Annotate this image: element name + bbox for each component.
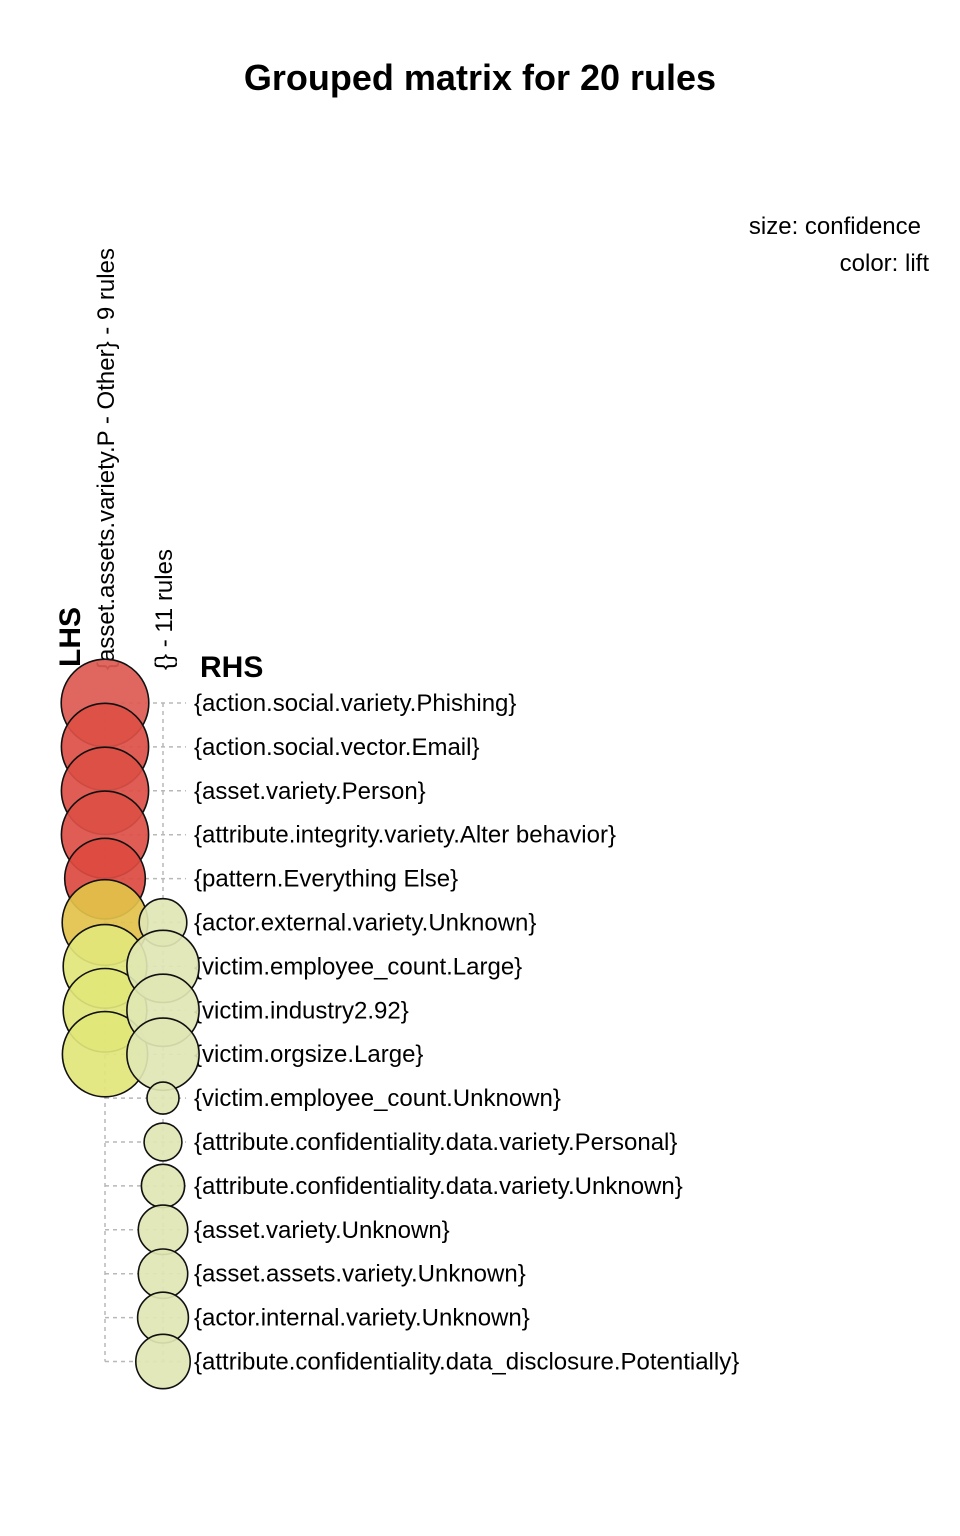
rhs-item-label-13: {asset.assets.variety.Unknown} <box>194 1261 526 1288</box>
bubble-16 <box>137 1204 189 1256</box>
chart-title: Grouped matrix for 20 rules <box>244 57 716 98</box>
rhs-axis-title: RHS <box>200 651 263 684</box>
rhs-item-label-10: {attribute.confidentiality.data.variety.… <box>194 1129 677 1156</box>
legend-size-label: size: confidence <box>749 213 921 240</box>
rhs-item-label-3: {attribute.integrity.variety.Alter behav… <box>194 822 616 849</box>
bubble-12 <box>126 1017 200 1092</box>
legend-color-label: color: lift <box>840 250 930 277</box>
rhs-item-label-4: {pattern.Everything Else} <box>194 866 458 893</box>
bubble-14 <box>143 1122 183 1162</box>
lhs-group-label-0: {asset.assets.variety.P - Other} - 9 rul… <box>93 248 120 670</box>
rhs-item-label-9: {victim.employee_count.Unknown} <box>194 1085 561 1112</box>
lhs-axis-title: LHS <box>54 607 87 667</box>
rhs-item-label-2: {asset.variety.Person} <box>194 778 426 805</box>
bubbles <box>60 658 200 1390</box>
rhs-item-label-11: {attribute.confidentiality.data.variety.… <box>194 1173 683 1200</box>
lhs-group-labels: {asset.assets.variety.P - Other} - 9 rul… <box>93 248 178 670</box>
rhs-item-label-12: {asset.variety.Unknown} <box>194 1217 450 1244</box>
rhs-item-label-14: {actor.internal.variety.Unknown} <box>194 1305 530 1332</box>
rhs-item-labels: {action.social.variety.Phishing} {action.… <box>194 690 739 1376</box>
rhs-item-label-5: {actor.external.variety.Unknown} <box>194 910 536 937</box>
rhs-item-label-8: {victim.orgsize.Large} <box>194 1041 423 1068</box>
lhs-group-label-1: {} - 11 rules <box>151 549 178 670</box>
bubble-19 <box>135 1333 192 1390</box>
rhs-item-label-0: {action.social.variety.Phishing} <box>194 690 516 717</box>
rhs-item-label-1: {action.social.vector.Email} <box>194 734 479 761</box>
bubble-15 <box>140 1163 186 1209</box>
rhs-item-label-15: {attribute.confidentiality.data_disclosu… <box>194 1349 739 1376</box>
bubble-13 <box>146 1081 180 1115</box>
rhs-item-label-7: {victim.industry2.92} <box>194 997 409 1024</box>
bubble-17 <box>137 1248 189 1300</box>
rhs-item-label-6: {victim.employee_count.Large} <box>194 953 522 980</box>
